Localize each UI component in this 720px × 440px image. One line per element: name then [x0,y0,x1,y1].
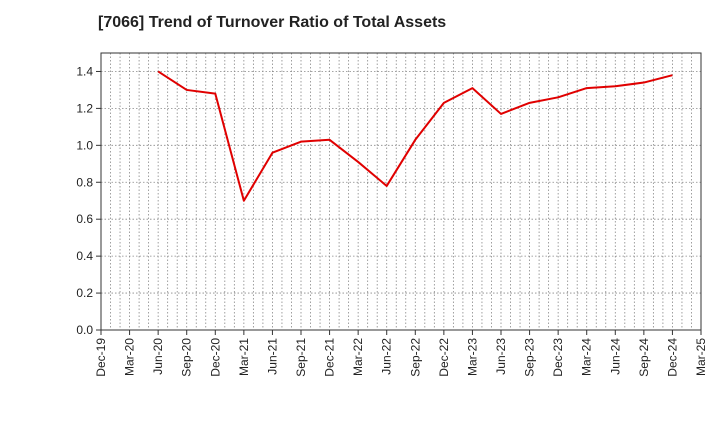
x-tick-label: Dec-23 [551,338,565,377]
x-tick-label: Jun-21 [265,338,279,375]
x-tick-label: Dec-19 [94,338,108,377]
y-tick-label: 0.2 [76,286,93,300]
x-tick-label: Dec-22 [437,338,451,377]
y-tick-label: 0.4 [76,249,93,263]
x-axis: Dec-19 Mar-20 Jun-20 Sep-20 Dec-20 Mar-21 Jun-… [94,330,708,377]
series-line [157,70,673,202]
x-tick-label: Jun-20 [151,338,165,375]
x-tick-label: Dec-20 [208,338,222,377]
x-tick-label: Sep-20 [180,338,194,377]
y-axis: 0.0 0.2 0.4 0.6 0.8 1.0 1.2 1.4 [76,64,101,337]
y-tick-label: 1.2 [76,101,93,115]
x-tick-label: Mar-21 [237,338,251,376]
grid [101,53,701,330]
x-tick-label: Sep-22 [408,338,422,377]
x-tick-label: Mar-25 [694,338,708,376]
y-tick-label: 0.0 [76,323,93,337]
x-tick-label: Jun-23 [494,338,508,375]
x-tick-label: Mar-23 [465,338,479,376]
x-tick-label: Sep-24 [637,338,651,377]
y-tick-label: 1.4 [76,64,93,78]
x-tick-label: Mar-22 [351,338,365,376]
x-tick-label: Jun-24 [608,338,622,375]
x-tick-label: Jun-22 [380,338,394,375]
y-tick-label: 0.8 [76,175,93,189]
plot-frame [100,52,702,331]
chart-title: [7066] Trend of Turnover Ratio of Total … [98,14,447,31]
x-tick-label: Sep-21 [294,338,308,377]
x-tick-label: Mar-20 [123,338,137,376]
y-tick-label: 1.0 [76,138,93,152]
x-tick-label: Dec-21 [323,338,337,377]
x-tick-label: Mar-24 [580,338,594,376]
y-tick-label: 0.6 [76,212,93,226]
x-tick-label: Dec-24 [665,338,679,377]
x-tick-label: Sep-23 [523,338,537,377]
series [157,70,673,202]
